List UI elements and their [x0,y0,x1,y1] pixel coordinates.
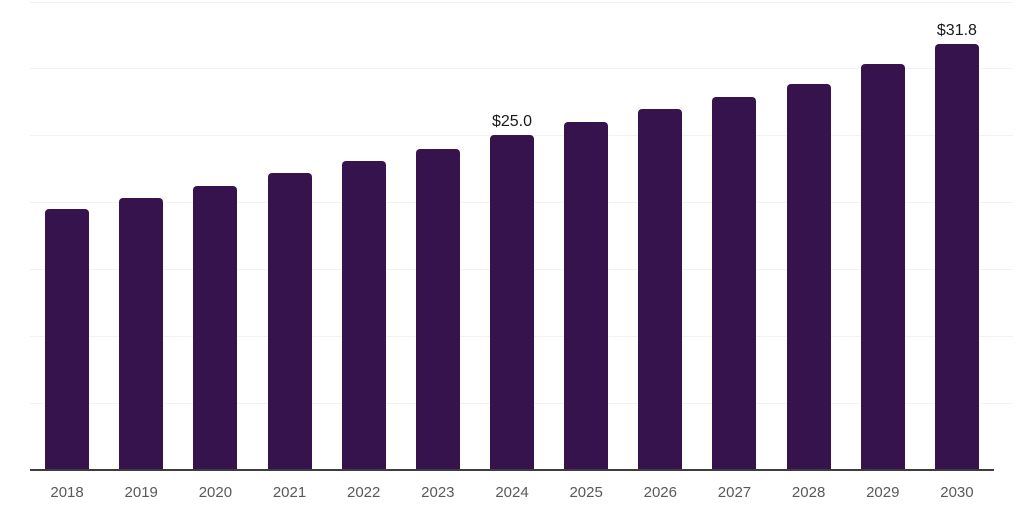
x-tick-label-2030: 2030 [940,484,974,501]
bar-2028 [786,84,831,470]
x-tick-label-2025: 2025 [569,484,603,501]
x-tick-label-2023: 2023 [421,484,455,501]
gridline [30,1,1013,3]
x-tick-label-2024: 2024 [495,484,529,501]
x-tick-label-2021: 2021 [272,484,307,501]
bar-2024 [490,135,534,470]
bar-2021 [267,172,312,470]
x-tick-label-2029: 2029 [866,484,900,501]
bar-2030 [934,44,979,470]
bar-2019 [119,198,164,470]
x-tick-label-2026: 2026 [643,484,677,501]
bar-2026 [638,108,683,470]
x-axis-line [30,469,994,471]
x-tick-label-2018: 2018 [50,484,84,501]
gridline [30,68,1013,70]
bar-2025 [564,121,609,470]
bar-2018 [45,208,90,470]
x-tick-label-2027: 2027 [717,484,752,501]
bar-2023 [415,148,460,470]
x-tick-label-2020: 2020 [198,484,233,501]
x-tick-label-2019: 2019 [124,484,158,501]
x-tick-label-2028: 2028 [791,484,826,501]
data-label-2030: $31.8 [936,22,977,40]
bar-2027 [712,96,757,470]
bar-2029 [860,64,905,470]
bar-2020 [193,186,238,470]
data-label-2024: $25.0 [491,113,533,131]
bar-2022 [341,160,386,470]
x-tick-label-2022: 2022 [347,484,381,501]
